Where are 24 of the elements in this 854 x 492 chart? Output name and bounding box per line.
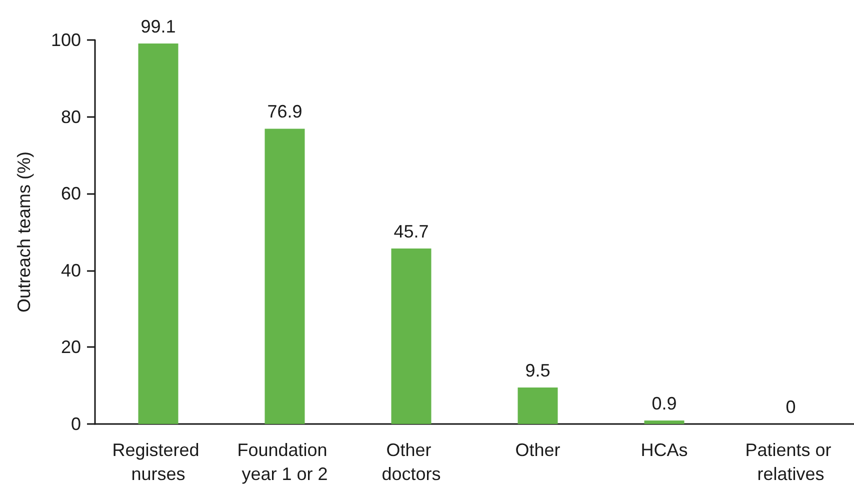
x-tick-label: HCAs <box>640 440 688 460</box>
y-tick-label: 20 <box>60 337 81 358</box>
y-tick-label: 40 <box>60 260 81 280</box>
x-tick-label: Registered nurses <box>112 440 204 484</box>
x-tick-label: Foundation year 1 or 2 <box>237 440 332 484</box>
data-label: 9.5 <box>525 360 550 381</box>
data-label: 76.9 <box>267 102 302 122</box>
bar <box>391 248 432 424</box>
x-tick-label: Other <box>515 440 560 460</box>
data-label: 99.1 <box>140 16 176 36</box>
data-label: 45.7 <box>394 222 429 242</box>
y-tick-label: 60 <box>60 184 81 204</box>
bar <box>518 388 558 424</box>
x-tick-label: Patients or relatives <box>745 440 836 484</box>
y-tick-label: 100 <box>50 30 81 50</box>
data-label: 0 <box>786 397 796 417</box>
y-tick-label: 80 <box>60 106 81 127</box>
y-tick-label: 0 <box>70 414 81 434</box>
bar <box>644 420 684 424</box>
bar <box>138 43 178 424</box>
y-axis-title: Outreach teams (%) <box>14 151 34 313</box>
bar <box>264 128 305 424</box>
data-label: 0.9 <box>652 394 677 414</box>
x-tick-label: Other doctors <box>382 440 441 484</box>
